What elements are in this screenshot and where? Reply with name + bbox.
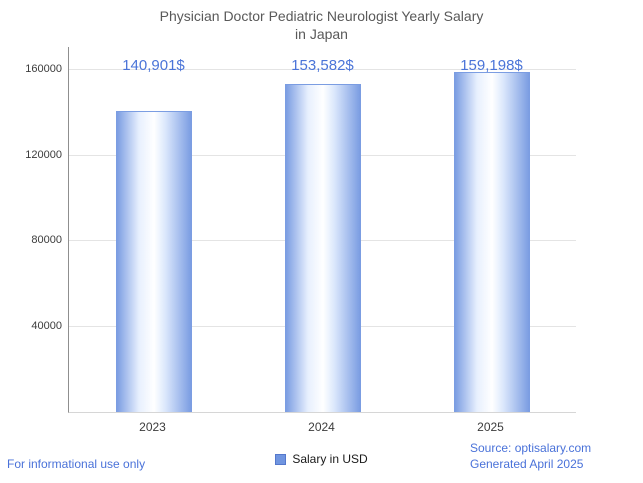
legend-swatch-icon bbox=[275, 453, 287, 465]
x-tick-label: 2024 bbox=[308, 420, 335, 434]
generated-text: Generated April 2025 bbox=[470, 457, 584, 471]
bar-2023 bbox=[115, 110, 192, 412]
source-block: Source: optisalary.com Generated April 2… bbox=[470, 440, 591, 472]
y-tick-label: 160000 bbox=[25, 63, 62, 75]
bar-2025 bbox=[453, 71, 530, 412]
bar-value-label: 159,198$ bbox=[460, 57, 523, 74]
chart-title-line1: Physician Doctor Pediatric Neurologist Y… bbox=[159, 8, 484, 24]
bar-2024 bbox=[284, 83, 361, 412]
x-tick-label: 2023 bbox=[139, 420, 166, 434]
chart-title-line2: in Japan bbox=[295, 26, 348, 43]
source-text: Source: optisalary.com bbox=[470, 441, 592, 455]
y-tick-label: 120000 bbox=[25, 148, 62, 161]
plot-area: 140,901$ 153,582$ 159,198$ bbox=[68, 47, 576, 413]
disclaimer-text: For informational use only bbox=[7, 457, 146, 471]
chart-legend: Salary in USD bbox=[0, 450, 643, 468]
gridline bbox=[69, 69, 576, 70]
chart-title: Physician Doctor Pediatric Neurologist Y… bbox=[0, 7, 643, 43]
x-tick-label: 2025 bbox=[477, 420, 504, 434]
bar-value-label: 153,582$ bbox=[291, 57, 354, 74]
bar-value-label: 140,901$ bbox=[122, 57, 185, 74]
y-tick-label: 40000 bbox=[31, 319, 62, 332]
legend-label: Salary in USD bbox=[292, 452, 368, 466]
y-tick-label: 80000 bbox=[31, 234, 62, 246]
